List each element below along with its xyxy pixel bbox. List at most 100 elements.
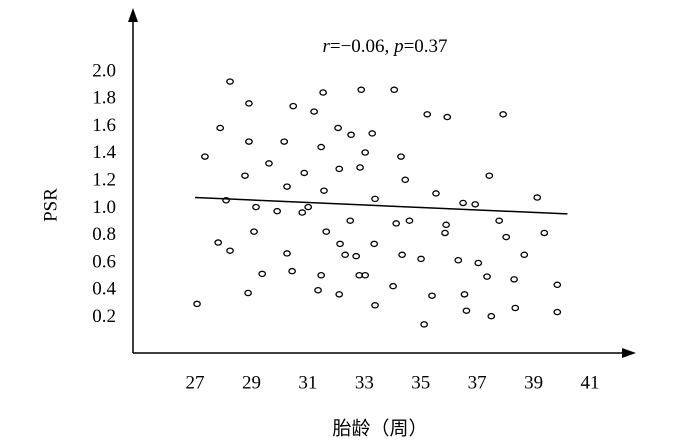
annotation-part: =−0.06, bbox=[330, 36, 394, 57]
point bbox=[216, 124, 225, 132]
point bbox=[341, 251, 349, 259]
y-tick-label: 2.0 bbox=[92, 60, 116, 81]
point bbox=[352, 252, 360, 260]
x-tick-label: 33 bbox=[355, 372, 374, 393]
point bbox=[483, 273, 491, 280]
y-tick-label: 0.8 bbox=[92, 224, 116, 245]
point bbox=[361, 149, 370, 156]
point bbox=[417, 255, 425, 263]
point bbox=[454, 257, 463, 264]
point bbox=[335, 291, 344, 298]
point bbox=[471, 201, 480, 208]
x-axis-label: 胎龄（周） bbox=[332, 417, 427, 439]
point bbox=[462, 307, 471, 314]
point bbox=[298, 209, 307, 216]
point bbox=[459, 199, 467, 207]
point bbox=[420, 321, 428, 328]
point bbox=[474, 259, 483, 267]
point bbox=[280, 138, 289, 145]
point bbox=[283, 183, 291, 190]
point bbox=[540, 229, 549, 237]
point bbox=[361, 272, 370, 279]
point bbox=[441, 229, 449, 237]
y-axis-label: PSR bbox=[40, 188, 61, 222]
y-tick-label: 0.4 bbox=[92, 279, 116, 300]
point bbox=[273, 207, 282, 215]
point bbox=[319, 89, 327, 96]
point bbox=[222, 196, 230, 204]
point bbox=[487, 312, 496, 320]
point bbox=[283, 250, 291, 257]
point bbox=[244, 289, 252, 297]
y-tick-label: 1.4 bbox=[92, 142, 116, 163]
point bbox=[423, 111, 432, 118]
point bbox=[314, 287, 322, 294]
point bbox=[241, 172, 249, 179]
point bbox=[310, 108, 318, 115]
point bbox=[368, 130, 377, 137]
point bbox=[553, 308, 562, 316]
point bbox=[300, 169, 309, 177]
point bbox=[317, 143, 326, 151]
point bbox=[398, 251, 406, 259]
y-tick-label: 1.8 bbox=[92, 88, 116, 109]
point bbox=[214, 239, 223, 246]
point bbox=[370, 240, 379, 248]
point bbox=[201, 153, 209, 160]
point bbox=[250, 228, 258, 235]
point bbox=[533, 194, 542, 201]
point bbox=[390, 86, 399, 94]
point bbox=[510, 276, 518, 283]
y-tick-label: 1.0 bbox=[92, 197, 116, 218]
point bbox=[357, 86, 366, 94]
x-tick-label: 27 bbox=[186, 372, 205, 393]
point bbox=[520, 251, 529, 259]
x-tick-label: 35 bbox=[411, 372, 430, 393]
point bbox=[401, 176, 410, 184]
point bbox=[397, 153, 405, 160]
annotation-part: =0.37 bbox=[404, 36, 448, 57]
point bbox=[288, 267, 296, 275]
point bbox=[252, 203, 260, 211]
point bbox=[346, 217, 355, 224]
point bbox=[485, 172, 494, 179]
point bbox=[392, 220, 401, 227]
point bbox=[226, 247, 234, 254]
x-tick-label: 39 bbox=[524, 372, 543, 393]
point bbox=[553, 281, 562, 289]
annotation: r=−0.06, p=0.37 bbox=[322, 36, 447, 57]
point bbox=[347, 131, 355, 139]
point bbox=[334, 124, 342, 132]
point bbox=[405, 217, 414, 224]
point bbox=[432, 190, 440, 197]
x-axis-arrow bbox=[622, 348, 636, 358]
x-tick-label: 37 bbox=[468, 372, 487, 393]
point bbox=[336, 240, 344, 248]
point bbox=[322, 228, 331, 235]
point bbox=[442, 221, 450, 229]
trend-line bbox=[195, 196, 568, 215]
point bbox=[304, 203, 313, 211]
y-tick-label: 1.2 bbox=[92, 170, 116, 191]
point bbox=[460, 291, 469, 298]
point bbox=[511, 304, 520, 312]
y-tick-label: 1.6 bbox=[92, 115, 116, 136]
x-tick-label: 41 bbox=[581, 372, 600, 393]
point bbox=[245, 138, 253, 145]
point bbox=[499, 111, 507, 118]
point bbox=[495, 217, 504, 224]
point bbox=[371, 302, 379, 309]
point bbox=[226, 78, 234, 85]
point bbox=[289, 102, 298, 110]
y-axis-arrow bbox=[128, 8, 138, 22]
x-tick-label: 31 bbox=[298, 372, 317, 393]
annotation-part: p bbox=[392, 36, 404, 57]
point bbox=[428, 292, 436, 299]
point bbox=[502, 233, 511, 241]
x-tick-label: 29 bbox=[242, 372, 261, 393]
point bbox=[335, 165, 344, 173]
point bbox=[389, 282, 397, 290]
point bbox=[371, 195, 379, 203]
annotation-part: r bbox=[322, 36, 330, 57]
